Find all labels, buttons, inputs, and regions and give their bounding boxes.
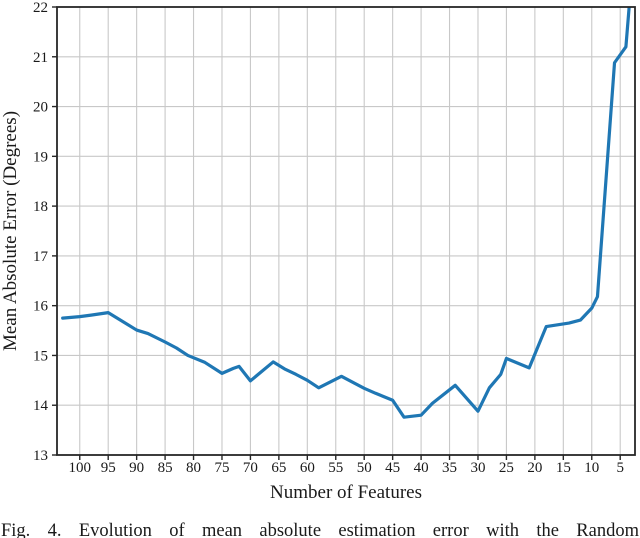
x-tick-label: 10 bbox=[584, 460, 599, 476]
x-tick-label: 90 bbox=[129, 460, 144, 476]
y-tick-label: 16 bbox=[33, 299, 49, 315]
y-tick-label: 15 bbox=[33, 348, 48, 364]
x-tick-label: 30 bbox=[470, 460, 485, 476]
x-tick-label: 50 bbox=[357, 460, 372, 476]
x-tick-label: 85 bbox=[158, 460, 173, 476]
x-tick-label: 20 bbox=[527, 460, 542, 476]
x-tick-label: 25 bbox=[499, 460, 514, 476]
x-tick-label: 60 bbox=[300, 460, 315, 476]
x-tick-label: 45 bbox=[385, 460, 400, 476]
y-tick-label: 20 bbox=[33, 100, 48, 116]
x-tick-label: 95 bbox=[101, 460, 116, 476]
y-tick-label: 18 bbox=[33, 199, 48, 215]
x-tick-label: 65 bbox=[271, 460, 286, 476]
y-axis-label: Mean Absolute Error (Degrees) bbox=[0, 111, 21, 351]
axes-spines bbox=[56, 6, 636, 456]
x-tick-label: 80 bbox=[186, 460, 201, 476]
x-tick-label: 70 bbox=[243, 460, 258, 476]
x-tick-label: 100 bbox=[69, 460, 92, 476]
y-tick-label: 22 bbox=[33, 0, 48, 16]
y-tick-label: 21 bbox=[33, 50, 48, 66]
x-axis-label: Number of Features bbox=[270, 482, 422, 503]
x-tick-label: 15 bbox=[556, 460, 571, 476]
y-tick-label: 13 bbox=[33, 448, 48, 464]
data-line-mae bbox=[61, 7, 631, 419]
x-tick-label: 5 bbox=[616, 460, 624, 476]
y-tick-label: 19 bbox=[33, 149, 48, 165]
x-tick-label: 75 bbox=[214, 460, 229, 476]
y-tick-label: 17 bbox=[33, 249, 49, 265]
y-tick-label: 14 bbox=[33, 398, 49, 414]
x-tick-label: 35 bbox=[442, 460, 457, 476]
x-tick-label: 40 bbox=[414, 460, 429, 476]
x-tick-label: 55 bbox=[328, 460, 343, 476]
figure-caption: Fig. 4. Evolution of mean absolute estim… bbox=[1, 521, 639, 538]
